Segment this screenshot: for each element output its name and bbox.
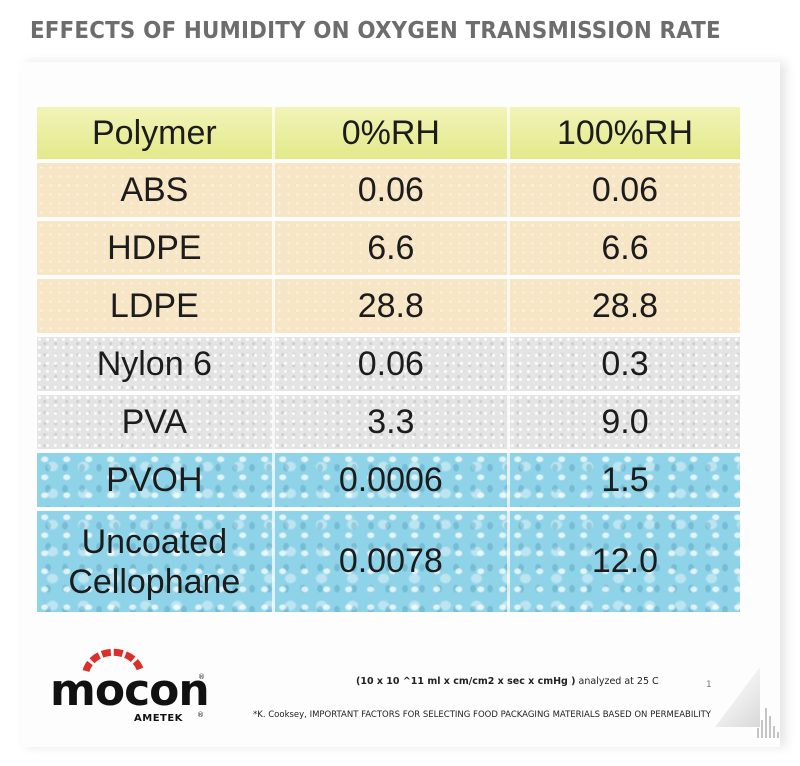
rh100-cell: 28.8	[509, 279, 740, 333]
units-formula: (10 x 10 ^11 ml x cm/cm2 x sec x cmHg )	[356, 676, 576, 687]
rh100-cell: 6.6	[509, 221, 740, 275]
page-number: 1	[706, 680, 712, 690]
rh100-cell: 12.0	[509, 511, 740, 612]
table-row: Uncoated Cellophane 0.0078 12.0	[37, 511, 740, 612]
polymer-cell: PVA	[37, 395, 275, 449]
table-header-row: Polymer 0%RH 100%RH	[37, 107, 740, 159]
rh100-cell: 9.0	[509, 395, 740, 449]
ametek-registered-mark: ®	[197, 711, 204, 719]
polymer-line-1: Uncoated	[81, 522, 228, 561]
rh0-cell: 6.6	[274, 221, 510, 275]
polymer-cell: ABS	[37, 163, 275, 217]
table-row: PVA 3.3 9.0	[37, 395, 740, 449]
polymer-cell: LDPE	[37, 279, 275, 333]
table-row: LDPE 28.8 28.8	[37, 279, 740, 333]
units-note: (10 x 10 ^11 ml x cm/cm2 x sec x cmHg ) …	[356, 676, 659, 687]
header-polymer: Polymer	[37, 107, 275, 159]
rh0-cell: 3.3	[274, 395, 510, 449]
oxygen-transmission-table: Polymer 0%RH 100%RH ABS 0.06 0.06 HDPE 6…	[37, 103, 740, 616]
polymer-line-2: Cellophane	[68, 562, 241, 601]
units-condition: analyzed at 25 C	[575, 676, 659, 687]
table-row: HDPE 6.6 6.6	[37, 221, 740, 275]
header-100rh: 100%RH	[509, 107, 740, 159]
table-row: ABS 0.06 0.06	[37, 163, 740, 217]
polymer-cell: Uncoated Cellophane	[37, 511, 275, 612]
rh0-cell: 0.0006	[274, 453, 510, 507]
polymer-cell: HDPE	[37, 221, 275, 275]
rh0-cell: 28.8	[274, 279, 510, 333]
mocon-logo: mocon ® AMETEK ®	[50, 648, 210, 725]
header-0rh: 0%RH	[274, 107, 510, 159]
rh100-cell: 0.3	[509, 337, 740, 391]
chart-spikes-icon	[757, 708, 779, 738]
logo-arc-icon	[82, 648, 144, 673]
polymer-cell: Nylon 6	[37, 337, 275, 391]
rh100-cell: 0.06	[509, 163, 740, 217]
page-title: EFFECTS OF HUMIDITY ON OXYGEN TRANSMISSI…	[30, 18, 721, 44]
logo-ametek: AMETEK	[134, 713, 183, 724]
table-row: PVOH 0.0006 1.5	[37, 453, 740, 507]
rh0-cell: 0.06	[274, 163, 510, 217]
footnote: *K. Cooksey, IMPORTANT FACTORS FOR SELEC…	[253, 710, 711, 720]
polymer-cell: PVOH	[37, 453, 275, 507]
logo-wordmark: mocon	[50, 665, 210, 716]
rh0-cell: 0.06	[274, 337, 510, 391]
rh0-cell: 0.0078	[274, 511, 510, 612]
table-row: Nylon 6 0.06 0.3	[37, 337, 740, 391]
logo-registered-mark: ®	[198, 673, 205, 681]
rh100-cell: 1.5	[509, 453, 740, 507]
